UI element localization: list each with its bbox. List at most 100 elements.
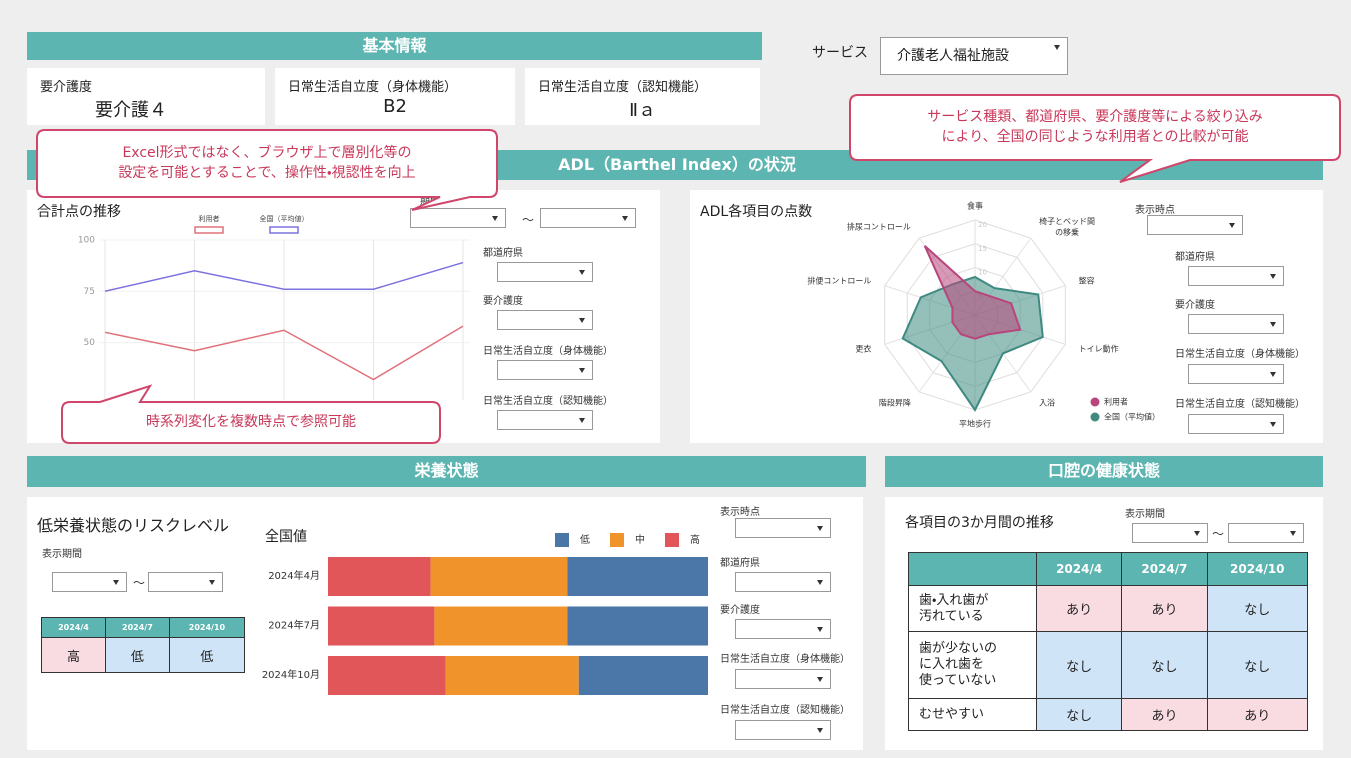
dropdown[interactable] [735,720,831,740]
filter-label: 都道府県 [483,248,523,259]
dropdown[interactable] [497,360,593,380]
legend-dot [1090,397,1100,407]
y-tick-label: 50 [84,338,96,348]
chart-title: ADL各項目の点数 [700,204,813,220]
filter-label: 表示期間 [1125,509,1165,520]
dropdown[interactable] [497,262,593,282]
axis-label: 入浴 [1039,398,1056,408]
column-header: 2024/10 [1206,552,1309,586]
column-header: 2024/4 [41,617,106,638]
column-header: 2024/7 [104,617,170,638]
dropdown[interactable] [1188,266,1284,286]
table-cell: あり [1121,585,1208,632]
info-value: B2 [383,96,407,117]
table-cell: なし [1121,631,1208,699]
legend-label: 低 [580,534,590,546]
filter-label: 表示時点 [720,507,760,518]
filter-label: 都道府県 [1175,252,1215,263]
filter-label: 日常生活自立度（身体機能） [1175,349,1305,360]
table-cell: あり [1035,585,1123,632]
category-label: 2024年4月 [268,569,320,582]
dropdown[interactable] [1188,364,1284,384]
section-title: 低栄養状態のリスクレベル [37,516,230,535]
row-header: むせやすい [908,698,1037,731]
axis-label: 更衣 [855,344,872,354]
filter-label: 要介護度 [483,296,523,307]
legend-swatch [610,533,624,547]
service-dropdown[interactable]: 介護老人福祉施設 [880,37,1068,75]
bar-segment [434,606,568,646]
oral-table: 2024/4 2024/7 2024/10 歯・入れ歯が 汚れている あり あり なし 歯が少… [908,552,1309,731]
callout-text: サービス種類、都道府県、要介護度等による絞り込み により、全国の同じような利用者… [927,109,1263,145]
info-box: 日常生活自立度（認知機能） Ⅱａ [525,68,760,125]
callout [849,94,1341,183]
separator: ～ [522,213,535,227]
chart-title: 全国値 [265,529,307,545]
series-line [104,261,464,293]
bar-segment [567,557,708,596]
axis-label: 食事 [967,201,983,211]
dropdown[interactable] [52,572,127,592]
column-header: 2024/4 [1035,552,1123,586]
y-tick-label: 100 [78,236,95,246]
dropdown[interactable] [735,572,831,592]
row-header: 歯・入れ歯が 汚れている [908,585,1037,632]
corner-cell [908,552,1037,586]
table-row: 2024/4 2024/7 2024/10 [41,617,246,638]
bar-segment [430,557,568,596]
dropdown[interactable] [1228,523,1304,543]
axis-label: 整容 [1078,276,1095,286]
risk-table: 2024/4 2024/7 2024/10 高低低 [41,617,246,673]
bar-chart: 2024年4月 2024年7月 2024年10月 低 中 高 [262,533,708,695]
info-label: 要介護度 [40,80,93,95]
r-tick-label: 15 [978,245,987,253]
table-cell: 低 [104,637,170,673]
dropdown[interactable] [1188,414,1284,434]
axis-label: 椅子とベッド間 の移乗 [1039,216,1096,237]
info-box: 要介護度 要介護４ [27,68,265,125]
separator: ～ [133,576,146,590]
y-tick-label: 75 [84,287,95,297]
separator: ～ [1212,527,1225,541]
info-label: 日常生活自立度（認知機能） [538,80,708,95]
legend-label: 全国（平均値） [1104,412,1160,422]
dropdown[interactable] [497,310,593,330]
table-cell: あり [1206,698,1309,731]
bar-segment [567,606,708,646]
line-chart: 50 75 100 利用者 全国（平均値） [78,214,470,400]
filter-label: 日常生活自立度（認知機能） [483,396,613,407]
table-cell: あり [1121,698,1208,731]
dropdown[interactable] [148,572,223,592]
dropdown[interactable] [1188,314,1284,334]
table-cell: 低 [168,637,246,673]
filter-label: 日常生活自立度（身体機能） [483,346,613,357]
callout [36,129,498,211]
r-tick-label: 20 [978,221,987,229]
table-row: 高低低 [41,637,246,673]
dropdown[interactable] [735,669,831,689]
dropdown[interactable] [735,619,831,639]
service-value: 介護老人福祉施設 [897,48,1009,64]
series-area [923,245,1022,340]
bar-segment [328,557,431,596]
category-label: 2024年7月 [268,619,320,632]
section-header: 栄養状態 [27,456,866,487]
dropdown[interactable] [497,410,593,430]
dropdown[interactable] [410,208,506,228]
filter-label: 表示期間 [42,549,82,560]
axis-label: トイレ動作 [1078,344,1119,354]
dropdown[interactable] [1147,215,1243,235]
radar-chart: 5101520利用者全国（平均値） [884,219,1160,422]
dropdown[interactable] [540,208,636,228]
dropdown[interactable] [735,518,831,538]
axis-label: 階段昇降 [878,398,911,408]
filter-label: 要介護度 [720,605,760,616]
bar-segment [445,656,579,695]
dropdown[interactable] [1132,523,1208,543]
legend-swatch [269,226,299,234]
filter-label: 要介護度 [1175,300,1215,311]
callout-text: 時系列変化を複数時点で参照可能 [146,414,356,430]
